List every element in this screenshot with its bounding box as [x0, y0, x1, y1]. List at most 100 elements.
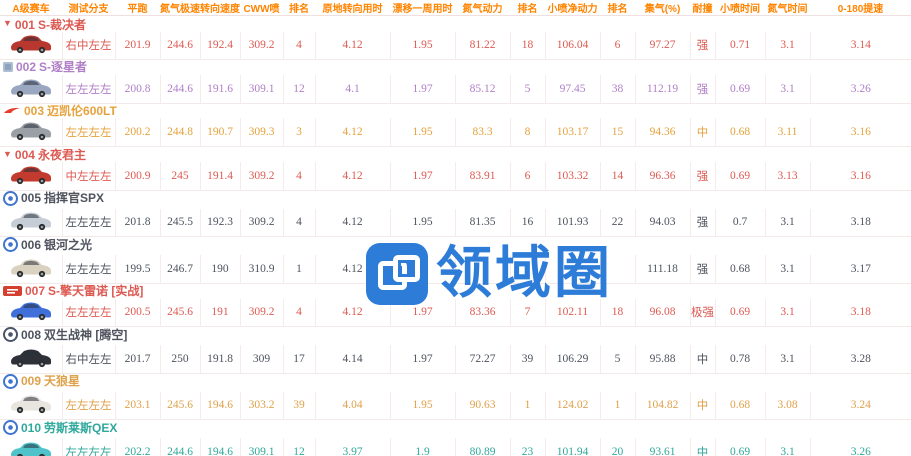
stat-durability: 强 — [690, 162, 716, 191]
stat-cww-boost: 309.3 — [240, 118, 284, 147]
stat-nitro-time: 3.1 — [765, 31, 811, 60]
stat-flat-speed: 201.9 — [115, 31, 161, 60]
stat-nitro-time: 3.1 — [765, 298, 811, 327]
stat-pivot-turn-time: 4.12 — [315, 31, 391, 60]
stat-flat-speed: 200.9 — [115, 162, 161, 191]
car-data-row: 左左左左 200.2 244.8 190.7 309.3 3 4.12 1.95 83.3 8 10… — [0, 118, 911, 147]
car-name-row[interactable]: 005 指挥官SPX — [0, 189, 911, 209]
car-name-cell[interactable]: 007 S-擎天雷诺 [实战] — [0, 282, 911, 299]
car-image-cell — [0, 345, 63, 374]
stat-boost-net-power: 102.11 — [545, 298, 601, 327]
car-name-row[interactable]: 006 银河之光 — [0, 236, 911, 255]
car-name-cell[interactable]: 008 双生战神 [腾空] — [0, 326, 911, 345]
stat-accel-0-180: 3.26 — [810, 75, 911, 104]
car-name-row[interactable]: 009 天狼星 — [0, 372, 911, 392]
stat-drift-lap-time: 1.9 — [390, 438, 456, 456]
renault-badge-icon — [3, 285, 22, 296]
stat-drift-lap-time: 1.97 — [390, 75, 456, 104]
car-data-row: 右中左左 201.7 250 191.8 309 17 4.14 1.97 72.27 39 106… — [0, 345, 911, 374]
stat-steer-speed: 190.7 — [200, 118, 241, 147]
car-name-row[interactable]: 002 S-逐星者 — [0, 59, 911, 75]
stat-flat-speed: 199.5 — [115, 255, 161, 284]
stat-cww-boost: 309.2 — [240, 208, 284, 237]
car-image — [10, 395, 51, 414]
stat-accel-0-180: 3.17 — [810, 255, 911, 284]
column-header-rank-3: 排名 — [600, 0, 635, 16]
collapse-triangle-icon[interactable]: ▼ — [3, 148, 12, 159]
car-image — [10, 349, 51, 367]
stat-durability: 中 — [690, 345, 716, 374]
stat-rank-2: 39 — [510, 345, 546, 374]
stat-rank-3 — [600, 255, 636, 284]
car-number: 008 — [21, 327, 42, 342]
stat-durability: 中 — [690, 391, 716, 420]
stat-test-branch: 左左左左 — [62, 298, 116, 327]
car-image — [10, 79, 51, 97]
stat-boost-time: 0.68 — [715, 255, 766, 284]
stat-drift-lap-time: 1.97 — [390, 162, 456, 191]
stat-gas-collect: 111.18 — [635, 255, 691, 284]
stat-gas-collect: 96.36 — [635, 162, 691, 191]
stat-gas-collect: 94.36 — [635, 118, 691, 147]
column-header-nitro-power: 氮气动力 — [455, 0, 510, 16]
car-name-cell[interactable]: ▼ 001 S-裁决者 — [0, 15, 911, 32]
car-name: 指挥官SPX — [44, 191, 105, 205]
car-name-cell[interactable]: 003 迈凯伦600LT — [0, 102, 911, 118]
stat-cww-boost: 309.2 — [240, 31, 284, 60]
car-name-cell[interactable]: 009 天狼星 — [0, 372, 911, 392]
stat-rank-3: 15 — [600, 118, 636, 147]
car-name: 劳斯莱斯QEX — [44, 420, 118, 435]
stat-cww-boost: 309 — [240, 345, 284, 374]
stat-rank-3: 5 — [600, 345, 636, 374]
car-number: 001 — [14, 17, 35, 32]
stat-test-branch: 右中左左 — [62, 31, 116, 60]
collapse-triangle-icon[interactable]: ▼ — [3, 18, 12, 28]
car-image-cell — [0, 298, 63, 327]
stat-boost-time: 0.69 — [715, 298, 766, 327]
stat-rank-3: 20 — [600, 438, 636, 456]
car-name-cell[interactable]: 002 S-逐星者 — [0, 59, 911, 75]
stat-steer-speed: 192.3 — [200, 208, 241, 237]
car-name-cell[interactable]: 005 指挥官SPX — [0, 189, 911, 209]
stat-rank-2 — [510, 255, 546, 284]
car-name-row[interactable]: ▼ 001 S-裁决者 — [0, 15, 911, 32]
column-header-car: A级赛车 — [0, 0, 62, 16]
car-name-cell[interactable]: ▼ 004 永夜君主 — [0, 145, 911, 162]
column-header-pivot-turn-time: 原地转向用时 — [315, 0, 390, 16]
stat-cww-boost: 310.9 — [240, 255, 284, 284]
stat-durability: 强 — [690, 31, 716, 60]
car-name-row[interactable]: 008 双生战神 [腾空] — [0, 326, 911, 345]
stat-drift-lap-time: 1.95 — [390, 208, 456, 237]
stat-cww-boost: 309.1 — [240, 438, 284, 456]
stat-rank-2: 6 — [510, 162, 546, 191]
stat-nitro-speed: 244.6 — [160, 31, 201, 60]
car-name-row[interactable]: 007 S-擎天雷诺 [实战] — [0, 282, 911, 299]
stat-nitro-power: 81.35 — [455, 208, 511, 237]
stat-accel-0-180: 3.18 — [810, 208, 911, 237]
stat-rank-1: 1 — [283, 255, 316, 284]
car-number: 005 — [21, 191, 42, 205]
stat-nitro-power: 80.89 — [455, 438, 511, 456]
stat-steer-speed: 191 — [200, 298, 241, 327]
stat-nitro-speed: 245 — [160, 162, 201, 191]
car-image-cell — [0, 75, 63, 104]
stat-rank-1: 3 — [283, 118, 316, 147]
stat-drift-lap-time: 1.97 — [390, 345, 456, 374]
car-name-cell[interactable]: 006 银河之光 — [0, 236, 911, 255]
header-row: A级赛车 测试分支 平跑 氮气极速 转向速度 CWW喷 排名 原地转向用时 漂移一周用时 氮气动力… — [0, 0, 911, 16]
car-name-row[interactable]: 010 劳斯莱斯QEX — [0, 419, 911, 438]
car-data-row: 右中左左 201.9 244.6 192.4 309.2 4 4.12 1.95 81.22 18… — [0, 31, 911, 60]
car-name-row[interactable]: ▼ 004 永夜君主 — [0, 145, 911, 162]
car-number: 003 — [24, 103, 45, 118]
stat-rank-2: 8 — [510, 118, 546, 147]
column-header-rank-1: 排名 — [283, 0, 315, 16]
car-name-cell[interactable]: 010 劳斯莱斯QEX — [0, 419, 911, 438]
car-name: 银河之光 — [44, 237, 93, 252]
stat-drift-lap-time: 1.95 — [390, 118, 456, 147]
car-name-row[interactable]: 003 迈凯伦600LT — [0, 102, 911, 118]
car-name: S-逐星者 — [39, 60, 88, 74]
column-header-steer-speed: 转向速度 — [200, 0, 240, 16]
stat-test-branch: 左左左左 — [62, 255, 116, 284]
car-number: 006 — [21, 237, 42, 252]
stat-boost-net-power: 101.93 — [545, 208, 601, 237]
